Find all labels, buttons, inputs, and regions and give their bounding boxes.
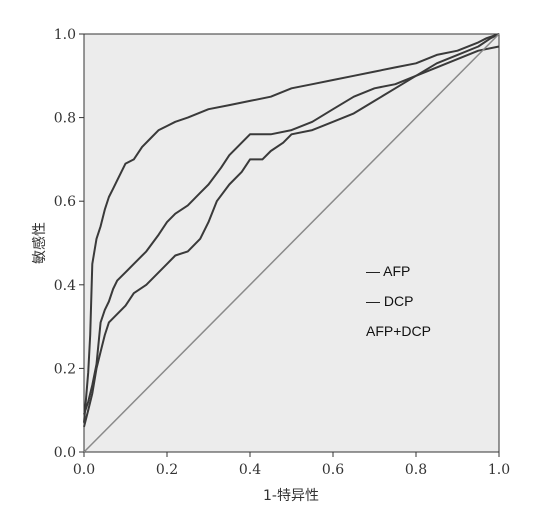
y-tick-label: 0.8: [54, 111, 76, 127]
x-tick-label: 0.4: [239, 462, 261, 478]
x-tick-label: 0.2: [156, 462, 178, 478]
y-tick-label: 0.2: [54, 361, 76, 377]
series-group: [83, 33, 500, 453]
legend-item-dcp: — DCP: [366, 293, 413, 309]
legend-item-afp-dcp: AFP+DCP: [366, 323, 431, 339]
y-tick-label: 0.0: [54, 445, 76, 461]
y-tick-label: 1.0: [54, 27, 76, 43]
reference-diagonal: [83, 33, 500, 453]
ticks-group: 0.0 0.2 0.4 0.6 0.8 1.0 0.0 0.2 0.4 0.6 0.8 1.0: [54, 27, 510, 478]
y-axis-title: 敏感性: [31, 222, 48, 264]
legend-item-afp: — AFP: [366, 263, 410, 279]
roc-curve-lower: [83, 45, 500, 428]
y-tick-label: 0.6: [54, 194, 76, 210]
legend: — AFP — DCP AFP+DCP: [366, 263, 431, 339]
x-axis-title: 1-特异性: [263, 488, 319, 504]
x-tick-label: 1.0: [488, 462, 510, 478]
x-tick-label: 0.6: [322, 462, 344, 478]
x-tick-label: 0.0: [73, 462, 95, 478]
roc-curve-middle: [83, 33, 500, 415]
x-tick-label: 0.8: [405, 462, 427, 478]
y-tick-label: 0.4: [54, 278, 76, 294]
roc-curve-upper: [83, 33, 500, 423]
